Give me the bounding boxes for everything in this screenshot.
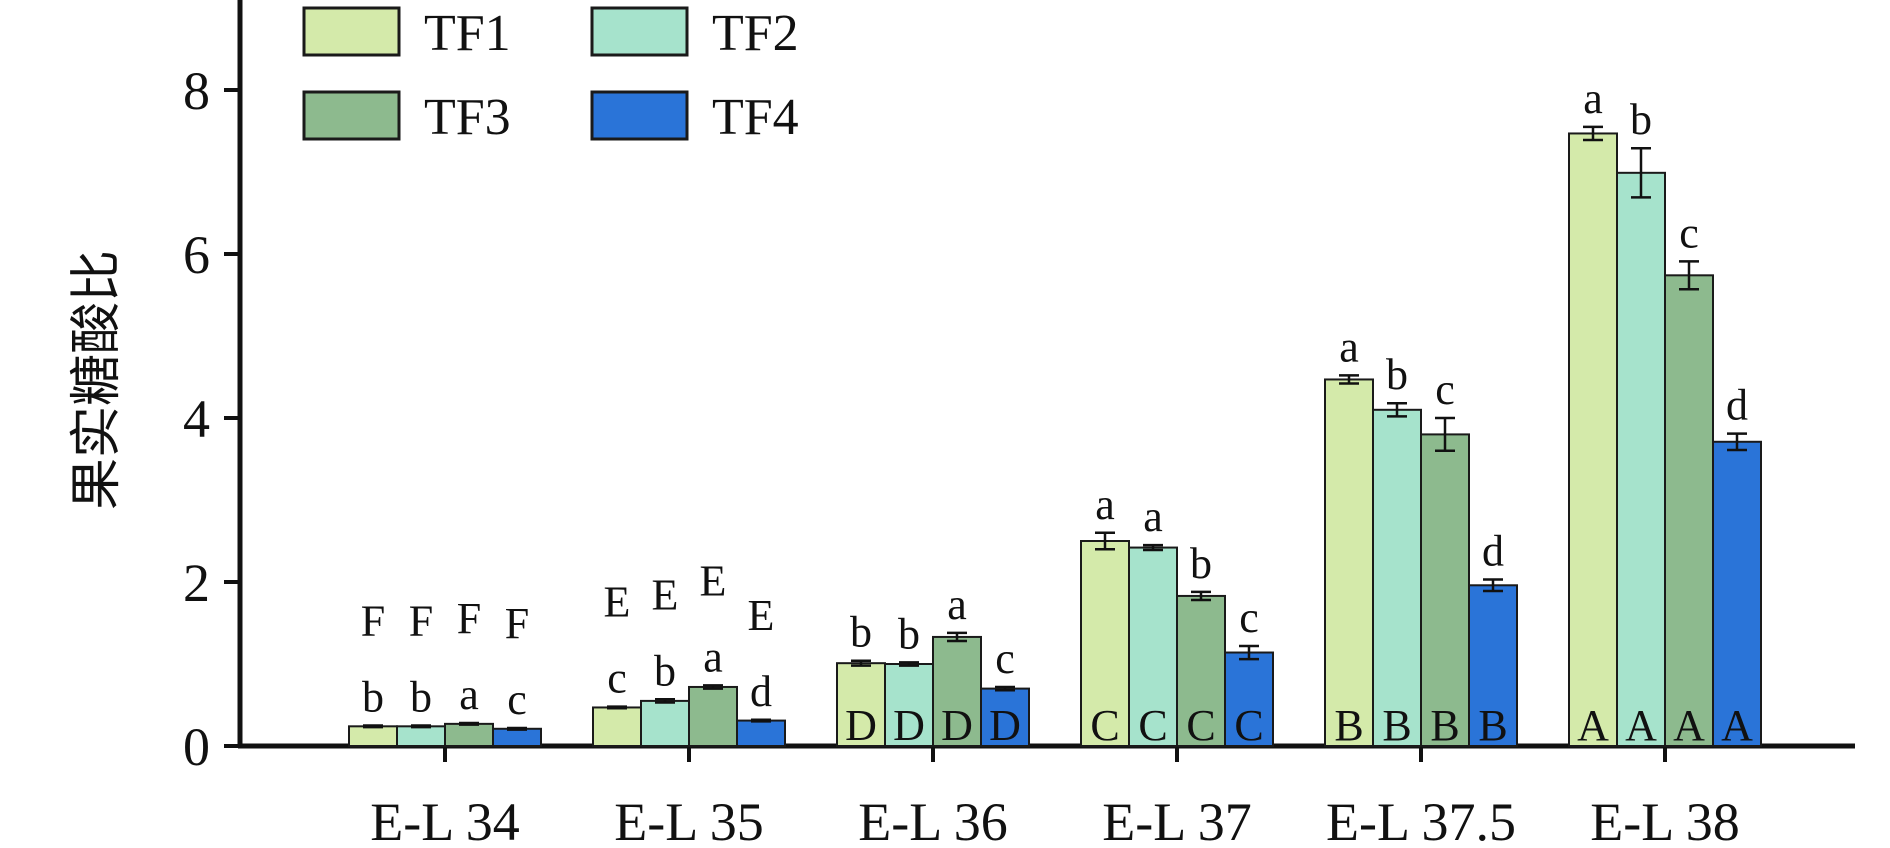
bar [492,727,542,748]
group-letter: E [700,556,727,605]
significance-letter: b [410,673,432,722]
bar [932,635,982,747]
bar [1324,378,1374,747]
group-letter: B [1478,701,1507,750]
group-letter: E [652,570,679,619]
significance-letter: a [1095,480,1115,529]
x-tick-label: E-L 37.5 [1326,792,1516,848]
y-axis-title: 果实糖酸比 [69,250,126,510]
bar [736,719,786,748]
group-letter: F [361,597,385,646]
x-tick-label: E-L 34 [370,792,519,848]
bar [1468,584,1518,748]
group-letter: A [1577,701,1609,750]
x-tick-label: E-L 36 [858,792,1007,848]
legend-label: TF1 [424,5,511,62]
significance-letter: b [1630,95,1652,144]
significance-letter: b [1386,350,1408,399]
group-letter: B [1430,701,1459,750]
bar [444,722,494,747]
legend-swatch [302,90,401,141]
y-tick-label: 6 [183,225,210,285]
group-letter: A [1721,701,1753,750]
legend-label: TF4 [712,89,799,146]
group-letter: C [1186,701,1215,750]
x-tick-label: E-L 35 [614,792,763,848]
group-letter: A [1625,701,1657,750]
significance-letter: d [750,667,772,716]
legend-label: TF2 [712,5,799,62]
significance-letter: c [1679,208,1699,257]
significance-letter: d [1726,381,1748,430]
bar [1224,651,1274,748]
significance-letter: a [1143,492,1163,541]
legend-label: TF3 [424,89,511,146]
group-letter: E [748,591,775,640]
significance-letter: b [898,609,920,658]
significance-letter: a [459,670,479,719]
legend-swatch [590,90,689,141]
bar [396,725,446,748]
group-letter: B [1382,701,1411,750]
significance-letter: b [1190,539,1212,588]
x-tick-label: E-L 38 [1590,792,1739,848]
group-letter: B [1334,701,1363,750]
group-letter: C [1234,701,1263,750]
significance-letter: a [1583,74,1603,123]
bar [1664,274,1714,747]
bar [592,706,642,748]
y-tick-label: 8 [183,61,210,121]
significance-letter: c [1239,593,1259,642]
bar [688,685,738,748]
plot-area: 0 2 4 6 8 果实糖酸比 E-L 34 E-L 35 E-L 36 E-L 37 E-L 37… [69,0,1855,848]
bar [348,725,398,748]
group-letter: D [845,701,877,750]
y-tick-label: 4 [183,389,210,449]
group-letter: C [1138,701,1167,750]
significance-letter: b [850,608,872,657]
legend-swatch [590,6,689,57]
group-letter: A [1673,701,1705,750]
group-letter: F [409,597,433,646]
x-tick-label: E-L 37 [1102,792,1251,848]
significance-letter: b [362,673,384,722]
group-letter: F [457,594,481,643]
bar [1712,440,1762,747]
significance-letter: a [1339,322,1359,371]
significance-letter: a [947,580,967,629]
significance-letter: c [507,675,527,724]
legend-swatch [302,6,401,57]
significance-letter: b [654,646,676,695]
y-tick-label: 2 [183,553,210,613]
significance-letter: c [1435,365,1455,414]
bar [1420,433,1470,747]
group-letter: E [604,578,631,627]
bar [640,699,690,748]
bar [1616,171,1666,747]
significance-letter: a [703,632,723,681]
significance-letter: c [995,634,1015,683]
group-letter: F [505,599,529,648]
y-tick-label: 0 [183,717,210,777]
bar [1128,546,1178,747]
bar [1372,408,1422,747]
group-letter: C [1090,701,1119,750]
group-letter: D [989,701,1021,750]
group-letter: D [893,701,925,750]
bar [1568,132,1618,747]
significance-letter: c [607,654,627,703]
group-letter: D [941,701,973,750]
significance-letter: d [1482,527,1504,576]
